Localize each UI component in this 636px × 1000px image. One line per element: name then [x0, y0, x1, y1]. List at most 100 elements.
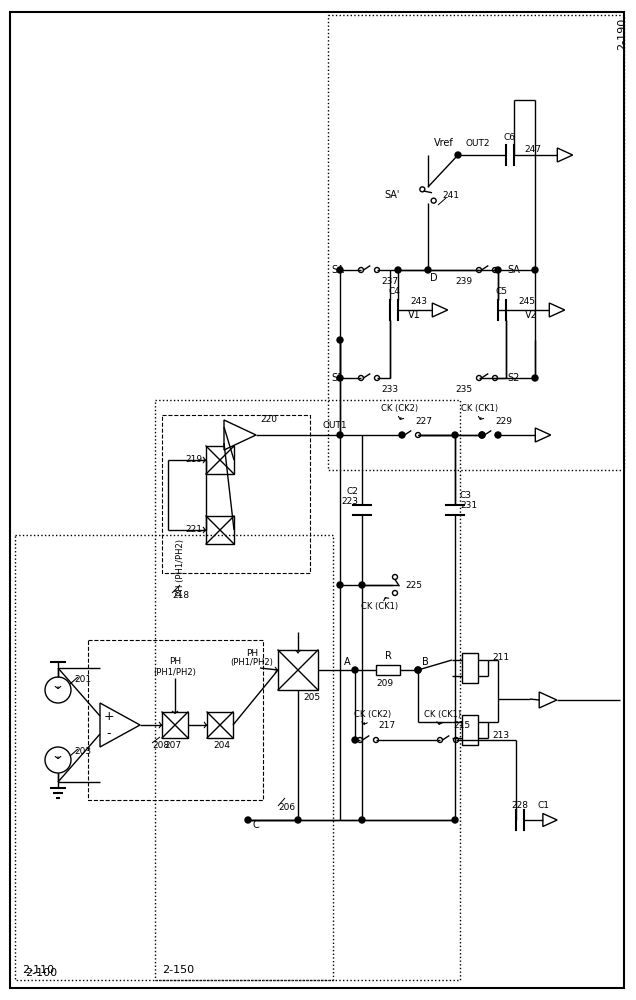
Circle shape: [425, 267, 431, 273]
Bar: [162, 712, 188, 738]
Bar: [15, 535, 333, 980]
Text: 201: 201: [74, 676, 91, 684]
Text: 231: 231: [460, 500, 477, 510]
Circle shape: [352, 667, 358, 673]
Polygon shape: [543, 814, 557, 826]
Text: S2: S2: [507, 373, 520, 383]
Circle shape: [415, 667, 421, 673]
Text: B: B: [422, 657, 429, 667]
Circle shape: [337, 267, 343, 273]
Text: 217: 217: [378, 722, 395, 730]
Text: C1: C1: [538, 800, 550, 810]
Text: 218: 218: [172, 590, 189, 599]
Text: 213: 213: [492, 730, 509, 740]
Text: C5: C5: [496, 288, 508, 296]
Bar: [278, 650, 318, 690]
Text: C2: C2: [346, 488, 358, 496]
Bar: [462, 715, 478, 745]
Text: 208: 208: [152, 740, 169, 750]
Bar: [206, 446, 234, 474]
Text: 209: 209: [376, 680, 393, 688]
Text: 229: 229: [495, 416, 512, 426]
Polygon shape: [100, 703, 140, 747]
Text: V1: V1: [408, 310, 420, 320]
Text: 241: 241: [442, 190, 459, 200]
Text: 221: 221: [185, 526, 202, 534]
Text: 233: 233: [381, 385, 398, 394]
Text: SA: SA: [331, 265, 344, 275]
Text: (PH1/PH2): (PH1/PH2): [231, 658, 273, 668]
Text: 237: 237: [381, 277, 398, 286]
Text: 220: 220: [260, 416, 277, 424]
Text: CK (CK1): CK (CK1): [462, 404, 499, 414]
Text: 227: 227: [415, 416, 432, 426]
Text: 223: 223: [341, 497, 358, 506]
Text: CK (CK1): CK (CK1): [361, 602, 399, 611]
Text: A: A: [343, 657, 350, 667]
Polygon shape: [432, 303, 448, 317]
Text: 2-100: 2-100: [25, 968, 57, 978]
Text: 215: 215: [453, 722, 470, 730]
Text: SA': SA': [385, 190, 400, 200]
Text: 207: 207: [165, 740, 181, 750]
Circle shape: [399, 432, 405, 438]
Circle shape: [337, 337, 343, 343]
Text: 219: 219: [185, 456, 202, 464]
Text: 225: 225: [405, 580, 422, 589]
Circle shape: [359, 582, 365, 588]
Text: PH: PH: [169, 658, 181, 666]
Bar: [206, 516, 234, 544]
Text: C6: C6: [504, 132, 516, 141]
Text: OUT2: OUT2: [466, 138, 490, 147]
Circle shape: [245, 817, 251, 823]
Bar: [328, 15, 624, 470]
Text: PH: PH: [246, 648, 258, 658]
Text: 239: 239: [455, 277, 472, 286]
Text: 247: 247: [524, 145, 541, 154]
Circle shape: [337, 582, 343, 588]
Text: 2-110: 2-110: [22, 965, 54, 975]
Text: Vref: Vref: [434, 138, 454, 148]
Circle shape: [479, 432, 485, 438]
Text: R: R: [385, 651, 391, 661]
Circle shape: [359, 817, 365, 823]
Polygon shape: [536, 428, 551, 442]
Text: V2: V2: [525, 310, 537, 320]
Bar: [88, 640, 263, 800]
Bar: [462, 653, 478, 683]
Circle shape: [495, 432, 501, 438]
Text: 206: 206: [278, 804, 295, 812]
Polygon shape: [224, 420, 256, 450]
Text: 205: 205: [303, 694, 320, 702]
Circle shape: [495, 267, 501, 273]
Text: C4: C4: [388, 288, 400, 296]
Bar: [376, 665, 400, 675]
Text: 243: 243: [410, 298, 427, 306]
Text: D: D: [430, 273, 438, 283]
Polygon shape: [550, 303, 565, 317]
Text: S1: S1: [332, 373, 344, 383]
Text: 204: 204: [214, 740, 230, 750]
Text: CK (CK2): CK (CK2): [382, 404, 418, 414]
Text: CK (CK2): CK (CK2): [354, 710, 392, 718]
Circle shape: [532, 375, 538, 381]
Text: CK (CK1): CK (CK1): [424, 710, 462, 718]
Text: 228: 228: [511, 800, 529, 810]
Text: PH (PH1/PH2): PH (PH1/PH2): [176, 540, 184, 596]
Text: -: -: [107, 728, 111, 740]
Circle shape: [452, 432, 458, 438]
Circle shape: [337, 375, 343, 381]
Circle shape: [295, 817, 301, 823]
Text: C: C: [252, 820, 259, 830]
Circle shape: [532, 267, 538, 273]
Bar: [162, 415, 310, 573]
Circle shape: [415, 667, 421, 673]
Circle shape: [455, 152, 461, 158]
Text: 203: 203: [74, 748, 91, 756]
Circle shape: [337, 432, 343, 438]
Text: (PH1/PH2): (PH1/PH2): [153, 668, 197, 676]
Circle shape: [479, 432, 485, 438]
Text: 2-190: 2-190: [617, 18, 627, 50]
Text: 235: 235: [455, 385, 472, 394]
Text: OUT1: OUT1: [322, 420, 347, 430]
